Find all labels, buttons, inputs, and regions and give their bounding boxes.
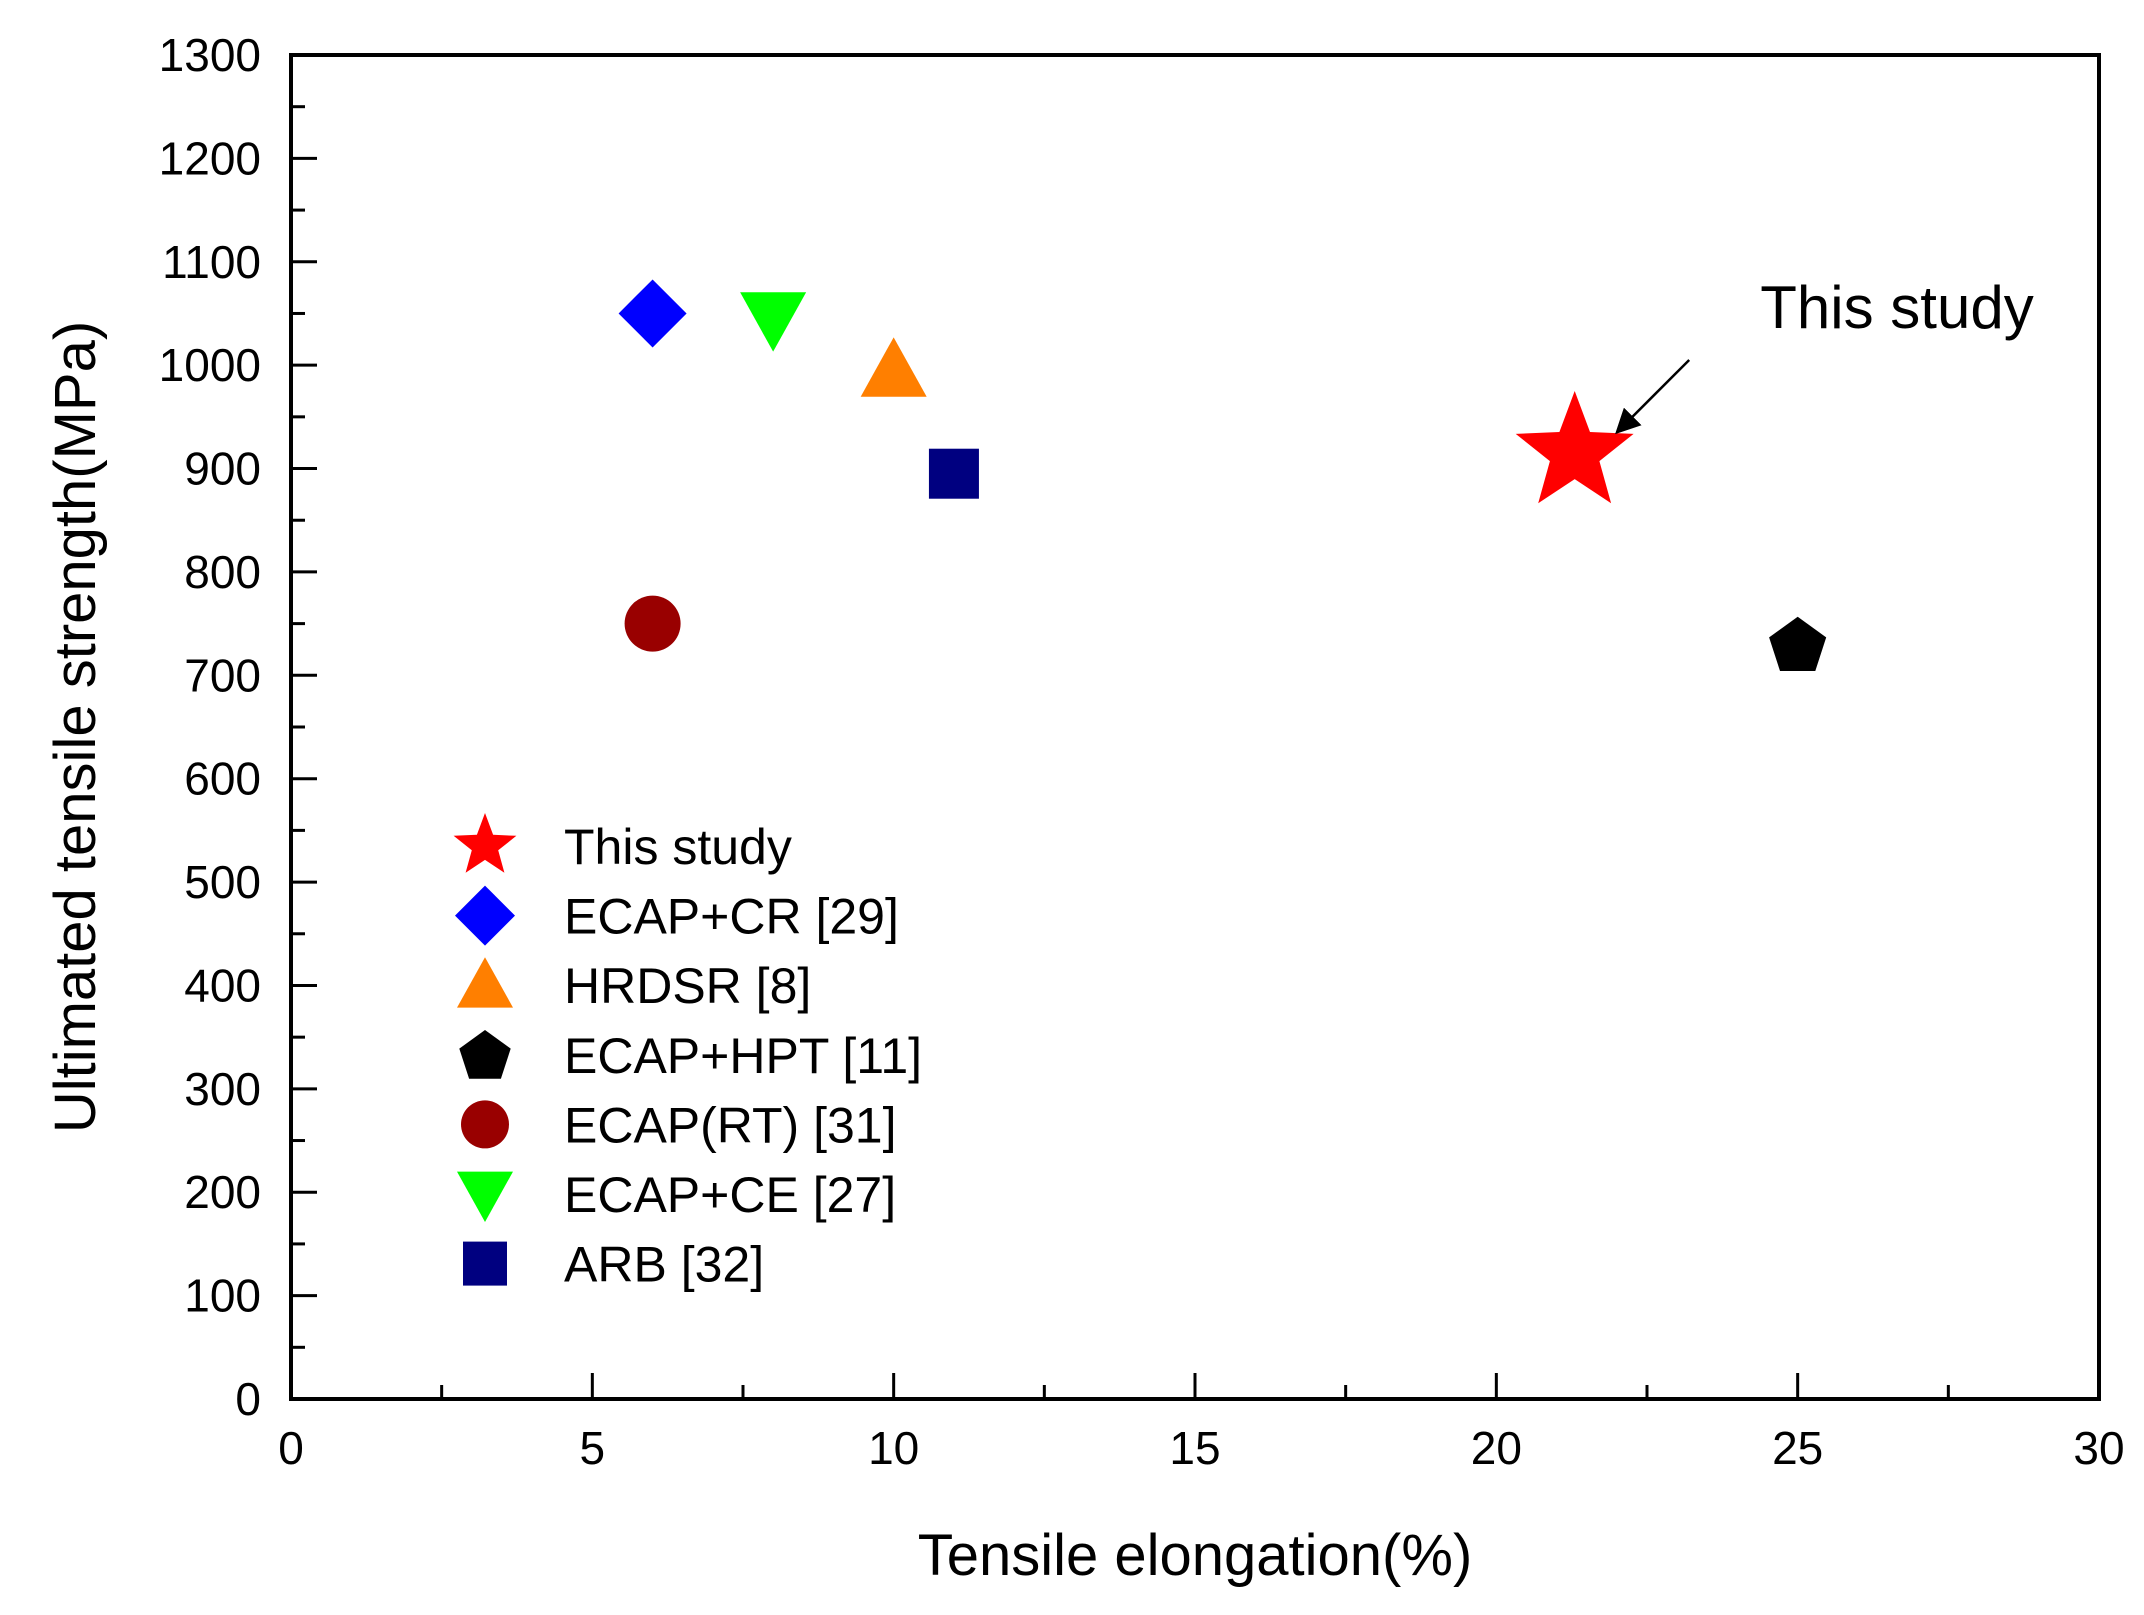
- y-tick-label: 800: [184, 546, 261, 598]
- legend-label: This study: [564, 819, 792, 875]
- y-tick-label: 1200: [159, 132, 261, 184]
- y-axis-tick-labels: 0 100 200 300 400 500 600 700 800 900 1000 1100 1200…: [159, 29, 261, 1425]
- y-axis-ticks: [291, 53, 317, 1401]
- legend-marker-this-study: [453, 813, 517, 873]
- legend-marker-hrdsr-8: [457, 957, 513, 1008]
- legend-marker-arb-32: [463, 1241, 507, 1286]
- y-axis-title: Ultimated tensile strength(MPa): [43, 321, 108, 1133]
- point-ecap-hpt-11: [1769, 616, 1827, 671]
- x-axis-ticks: [289, 1373, 2101, 1399]
- annotation-text: This study: [1760, 274, 2033, 341]
- x-tick-label: 20: [1471, 1422, 1522, 1474]
- legend: This study ECAP+CR [29] HRDSR [8] ECAP+HPT …: [453, 813, 922, 1293]
- data-points: [618, 279, 1827, 671]
- y-tick-label: 400: [184, 959, 261, 1011]
- y-tick-label: 1100: [162, 236, 261, 288]
- x-axis-tick-labels: 0 5 10 15 20 25 30: [278, 1422, 2124, 1474]
- y-tick-label: 1000: [159, 339, 261, 391]
- y-tick-label: 200: [184, 1166, 261, 1218]
- point-this-study: [1515, 391, 1634, 504]
- point-arb-32: [928, 448, 979, 499]
- legend-label: ECAP+CR [29]: [564, 889, 899, 945]
- legend-label: HRDSR [8]: [564, 958, 811, 1014]
- annotations: This study: [1615, 274, 2034, 435]
- legend-marker-ecap-rt-31: [461, 1100, 509, 1149]
- x-tick-label: 0: [278, 1422, 304, 1474]
- legend-label: ECAP+HPT [11]: [564, 1028, 922, 1084]
- x-tick-label: 30: [2073, 1422, 2124, 1474]
- y-tick-label: 1300: [159, 29, 261, 81]
- legend-marker-ecap-cr-29: [455, 885, 515, 946]
- y-tick-label: 900: [184, 443, 261, 495]
- point-hrdsr-8: [860, 337, 927, 397]
- legend-label: ARB [32]: [564, 1237, 764, 1293]
- legend-marker-ecap-ce-27: [457, 1171, 513, 1222]
- legend-marker-ecap-hpt-11: [459, 1030, 511, 1079]
- y-tick-label: 600: [184, 753, 261, 805]
- point-ecap-ce-27: [740, 292, 807, 352]
- y-tick-label: 100: [184, 1270, 261, 1322]
- legend-label: ECAP+CE [27]: [564, 1167, 896, 1223]
- x-tick-label: 5: [580, 1422, 606, 1474]
- annotation-arrow: [1615, 359, 1691, 435]
- point-ecap-cr-29: [618, 279, 687, 348]
- y-tick-label: 0: [235, 1373, 261, 1425]
- x-axis-title: Tensile elongation(%): [918, 1523, 1473, 1588]
- x-tick-label: 10: [868, 1422, 919, 1474]
- plot-area: [289, 53, 2101, 1401]
- point-ecap-rt-31: [624, 595, 681, 652]
- x-tick-label: 25: [1772, 1422, 1823, 1474]
- y-tick-label: 300: [184, 1063, 261, 1115]
- y-tick-label: 500: [184, 856, 261, 908]
- y-tick-label: 700: [184, 649, 261, 701]
- x-tick-label: 15: [1169, 1422, 1220, 1474]
- legend-label: ECAP(RT) [31]: [564, 1097, 897, 1153]
